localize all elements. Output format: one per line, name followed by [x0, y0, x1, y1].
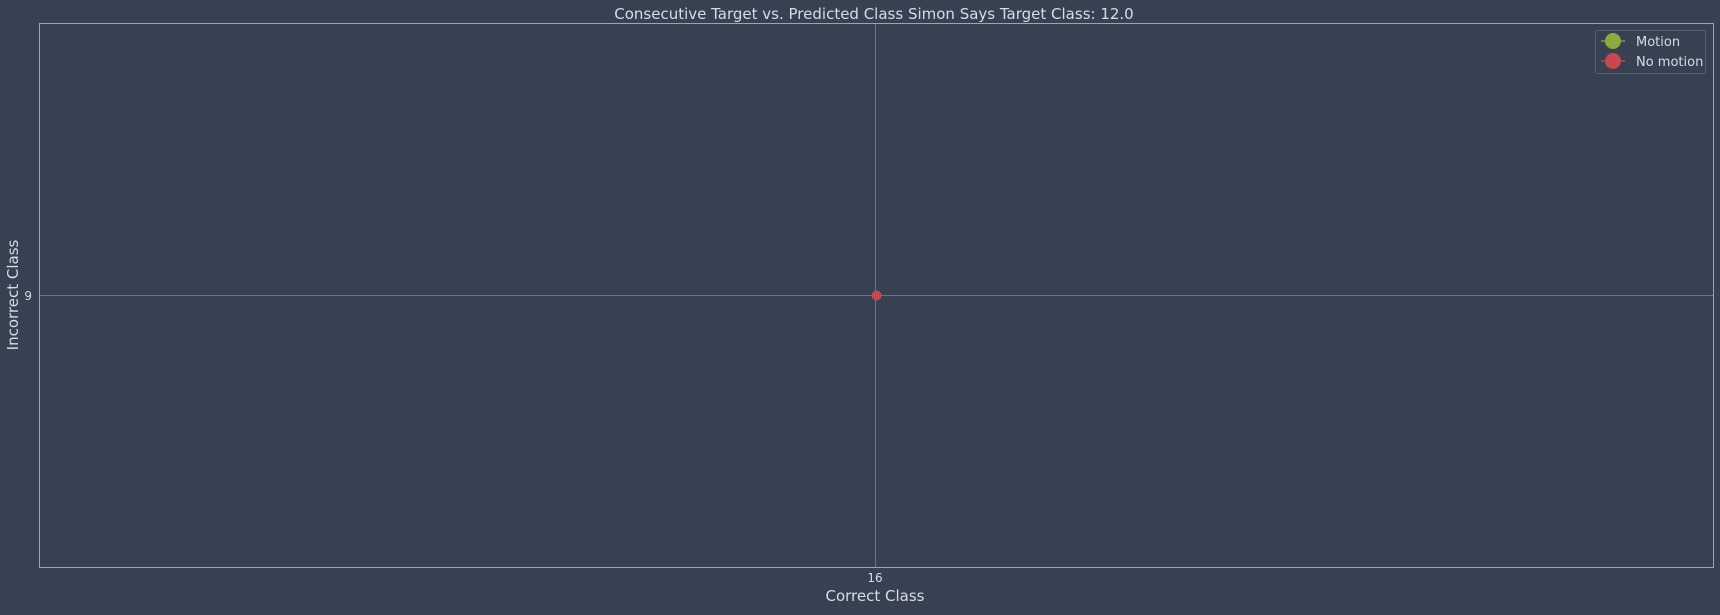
- chart-title: Consecutive Target vs. Predicted Class S…: [614, 5, 1133, 23]
- legend-item-motion: Motion: [1601, 33, 1680, 50]
- x-axis-label: Correct Class: [826, 587, 925, 605]
- legend: Motion No motion: [1595, 30, 1706, 74]
- x-tick-label: 16: [867, 571, 882, 585]
- y-axis-label: Incorrect Class: [4, 239, 22, 350]
- legend-item-no-motion: No motion: [1601, 53, 1703, 70]
- points-layer: [871, 290, 882, 301]
- plot-area: [39, 23, 1714, 568]
- legend-marker-no-motion: [1605, 53, 1621, 69]
- legend-label-motion: Motion: [1636, 35, 1680, 50]
- y-tick-label: 9: [24, 289, 32, 303]
- legend-label-no-motion: No motion: [1636, 55, 1703, 70]
- data-point-no-motion: [871, 290, 882, 301]
- legend-marker-motion: [1605, 33, 1621, 49]
